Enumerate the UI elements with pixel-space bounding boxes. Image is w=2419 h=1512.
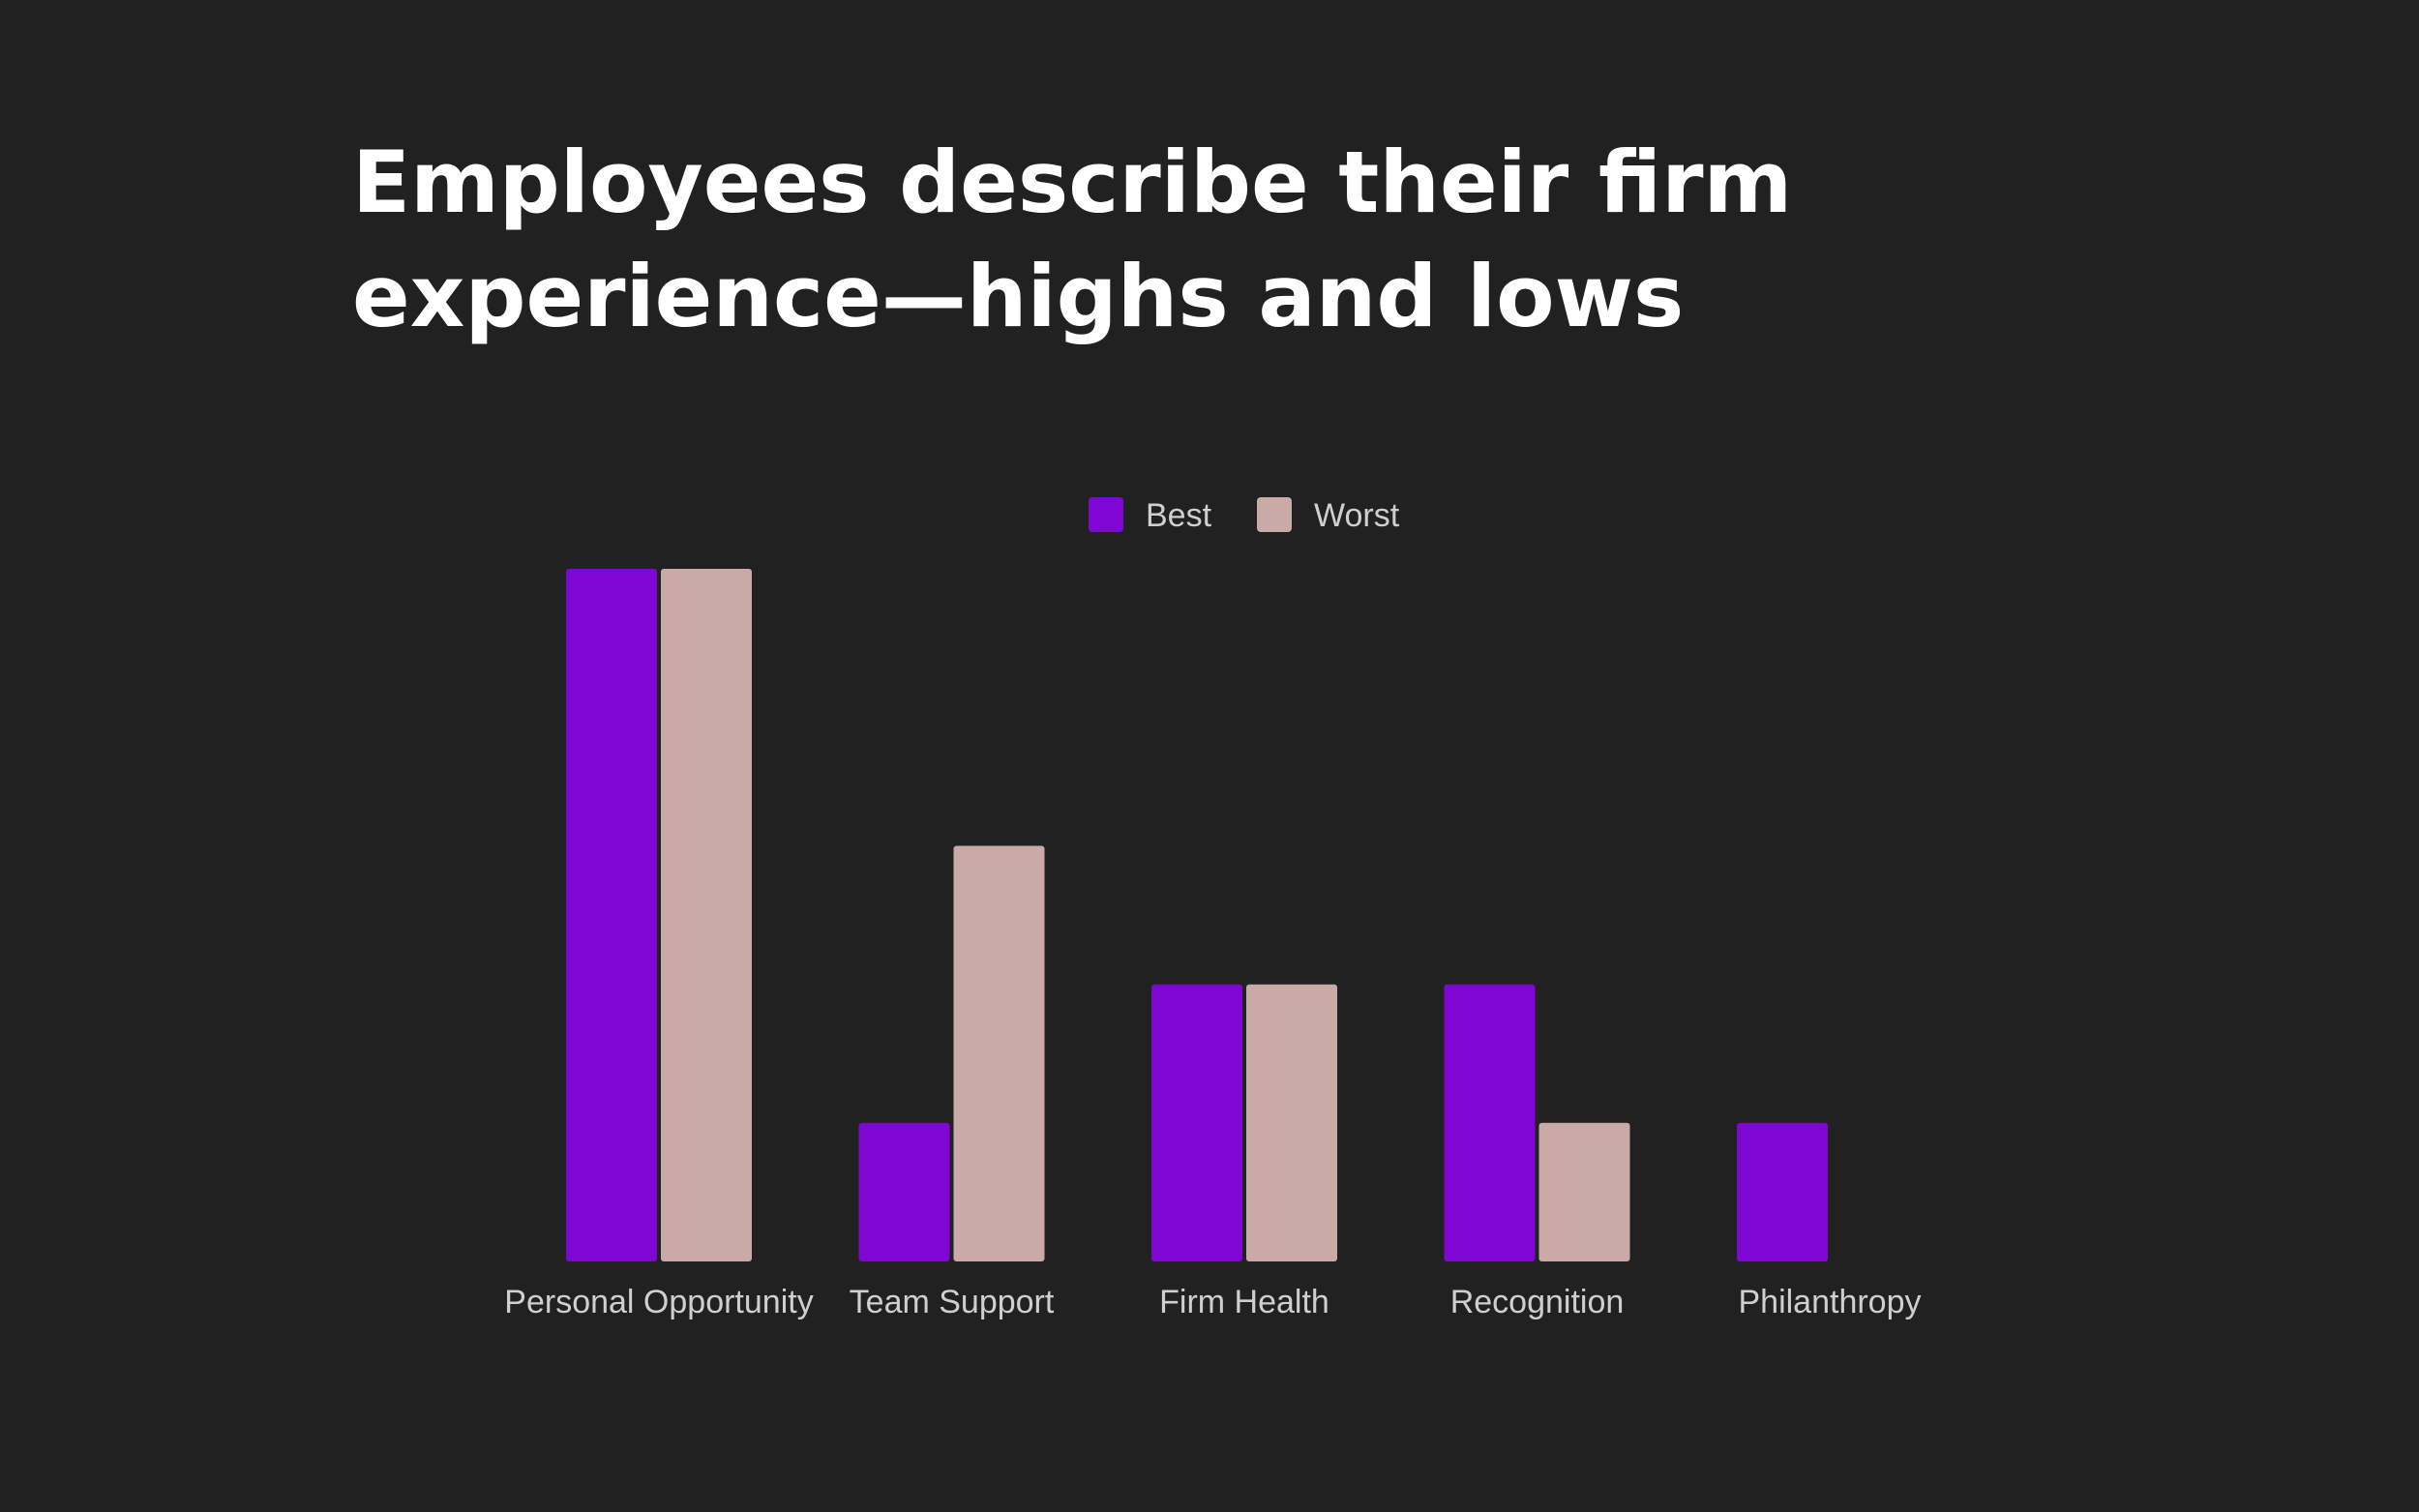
bar-best-firm-health [1151,984,1242,1261]
bar-worst-firm-health [1246,984,1337,1261]
legend-swatch-worst [1257,497,1292,532]
chart-title-line-2: experience—highs and lows [352,247,1685,346]
bar-worst-recognition [1538,1122,1630,1261]
legend: Best Worst [1089,497,1400,534]
legend-item-worst: Worst [1257,497,1400,534]
bar-best-recognition [1444,984,1536,1261]
bar-worst-team-support [953,845,1045,1261]
bar-best-team-support [858,1122,950,1261]
x-tick-label: Philanthropy [1738,1284,1921,1320]
x-tick-label: Personal Opportunity [504,1284,813,1320]
x-tick-label: Team Support [850,1284,1055,1320]
x-axis-tick-labels: Personal Opportunity Team Support Firm Hea… [504,1284,1921,1320]
legend-label-worst: Worst [1314,497,1400,534]
chart-title: Employees describe their firm experience… [352,126,1804,354]
bar-best-personal-opportunity [566,569,657,1261]
legend-label-best: Best [1146,497,1212,534]
bar-best-philanthropy [1737,1122,1828,1261]
legend-item-best: Best [1089,497,1212,534]
legend-swatch-best [1089,497,1123,532]
chart-title-line-1: Employees describe their firm [352,133,1793,232]
x-tick-label: Firm Health [1159,1284,1329,1320]
x-tick-label: Recognition [1450,1284,1625,1320]
bar-worst-personal-opportunity [661,569,752,1261]
bars [566,569,1828,1261]
